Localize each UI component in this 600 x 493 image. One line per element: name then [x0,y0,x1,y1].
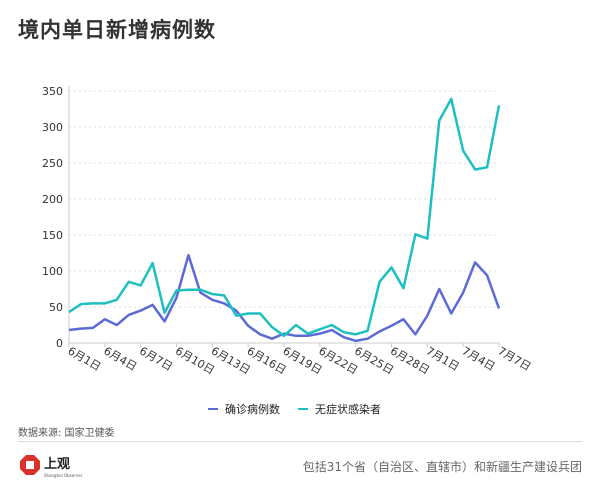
x-tick-label: 6月4日 [101,344,139,373]
page-title: 境内单日新增病例数 [18,18,216,42]
y-tick-label: 300 [42,121,63,134]
y-tick-label: 100 [42,265,63,278]
data-source: 数据来源: 国家卫健委 [18,428,115,439]
x-tick-label: 6月22日 [316,344,360,377]
x-tick-label: 6月28日 [388,344,432,377]
footnote: 包括31个省（自治区、直辖市）和新疆生产建设兵团 [302,460,582,474]
y-tick-label: 350 [42,85,63,98]
logo: 上观 Shanghai Observer [18,452,88,482]
y-tick-label: 0 [56,337,63,350]
y-tick-label: 200 [42,193,63,206]
x-tick-label: 7月4日 [460,344,498,373]
divider [18,441,582,442]
series-line [68,97,501,338]
x-tick-label: 6月1日 [66,344,104,373]
series-line [68,253,501,343]
y-tick-label: 50 [49,301,63,314]
x-tick-label: 7月7日 [496,344,534,373]
line-chart: 0501001502002503003506月1日6月4日6月7日6月10日6月… [42,85,534,416]
y-tick-label: 250 [42,157,63,170]
x-tick-label: 6月13日 [209,344,253,377]
x-tick-label: 6月7日 [137,344,175,373]
svg-text:上观: 上观 [44,457,70,472]
legend-label: 无症状感染者 [315,402,381,416]
y-tick-label: 150 [42,229,63,242]
x-tick-label: 6月16日 [245,344,289,377]
x-tick-label: 6月19日 [281,344,325,377]
legend-label: 确诊病例数 [225,402,280,416]
x-tick-label: 6月10日 [173,344,217,377]
x-tick-label: 6月25日 [352,344,396,377]
svg-text:Shanghai Observer: Shanghai Observer [44,473,83,478]
